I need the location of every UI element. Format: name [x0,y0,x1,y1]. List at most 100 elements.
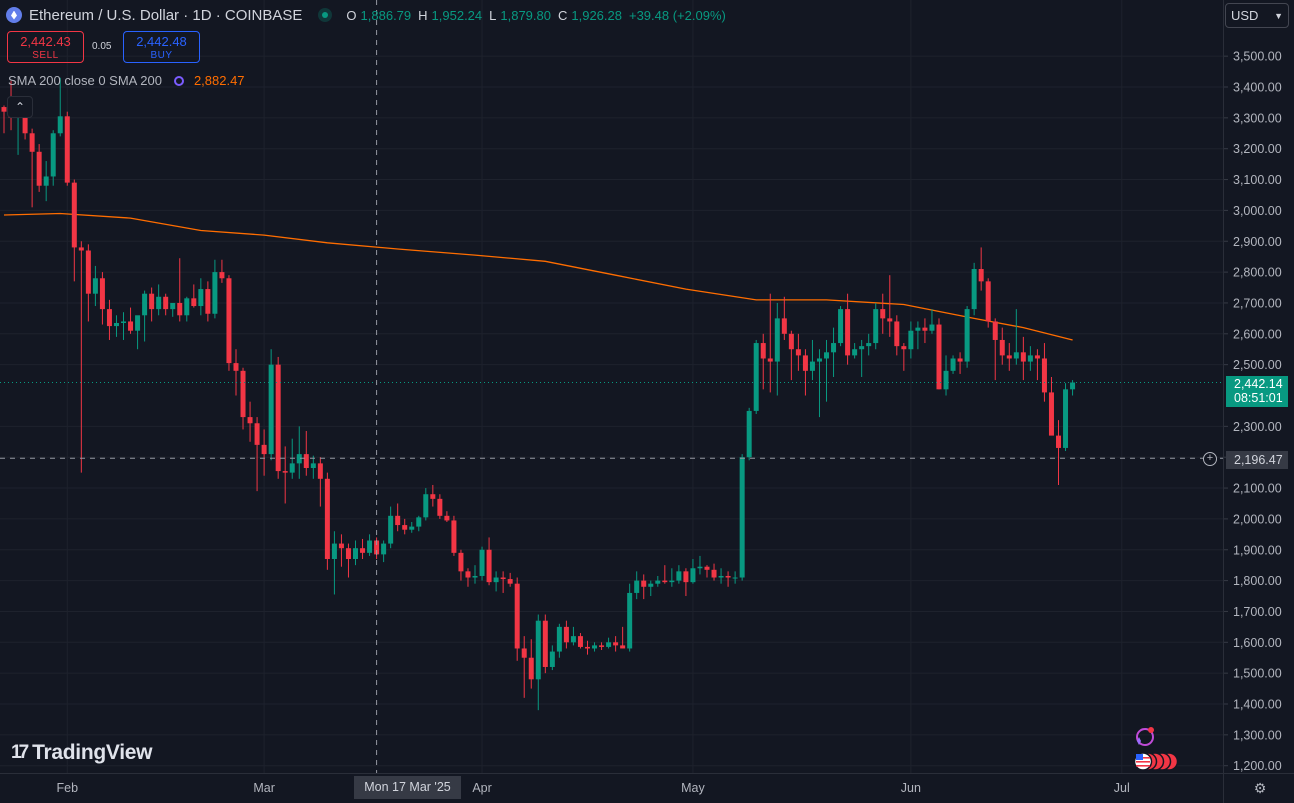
candle-body [71,182,77,248]
last-price-tag: 2,442.14 08:51:01 [1226,376,1288,407]
candle-body [627,592,633,649]
price-tick-label: 2,800.00 [1233,266,1282,280]
chevron-up-icon: ⌃ [14,100,26,114]
candle-body [838,309,844,344]
ohlc-open-key: O [346,7,357,23]
candle [788,330,794,381]
candle-body [802,355,808,371]
sma-indicator-legend[interactable]: SMA 200 close 0 SMA 200 2,882.47 [8,73,245,88]
collapse-legend-button[interactable]: ⌃ [7,96,33,118]
candle-body [402,525,408,530]
price-tick-label: 3,000.00 [1233,204,1282,218]
candle [697,555,703,575]
candle [78,241,84,473]
candle-body [570,636,576,643]
candle [620,626,626,649]
candle-body [57,116,63,134]
buy-button[interactable]: 2,442.48 BUY [123,31,200,63]
candle-body [1041,358,1047,393]
ohlc-open: 1,886.79 [360,7,412,23]
candle [570,626,576,646]
candle-body [472,575,478,578]
candle-body [198,289,204,307]
candle-body [106,309,112,327]
candle [135,315,141,350]
candle [901,343,907,371]
candle-body [873,309,879,344]
price-axis: 3,500.00 3,400.00 3,300.00 3,200.00 3,100.00… [1223,0,1282,803]
candle-body [219,272,225,279]
candle-body [781,318,787,334]
candle-body [936,324,942,390]
candle [774,302,780,396]
candle [781,296,787,340]
candle [880,293,886,334]
candle [957,352,963,374]
symbol-title[interactable]: Ethereum / U.S. Dollar · 1D · COINBASE [29,6,303,24]
candle [732,571,738,584]
candle-body [50,133,56,177]
candle [226,275,232,371]
market-status-icon[interactable] [318,8,333,22]
candle [725,571,731,587]
ohlc-change: +39.48 (+2.09%) [628,7,726,23]
candle [381,540,387,563]
sell-button[interactable]: 2,442.43 SELL [7,31,84,63]
candle [212,259,218,319]
candle-body [584,646,590,649]
sparkle-assistant-icon[interactable] [1131,726,1157,748]
crosshair-price-tag: 2,196.47 [1226,451,1288,469]
candle [521,636,527,698]
candle-body [514,583,520,649]
price-tick-label: 2,300.00 [1233,420,1282,434]
candle [711,563,717,581]
symbol-header[interactable]: Ethereum / U.S. Dollar · 1D · COINBASE O… [6,4,729,26]
candle-body [486,549,492,583]
tradingview-logo[interactable]: 17 TradingView [11,741,152,765]
price-tick-label: 3,400.00 [1233,81,1282,95]
settings-gear-icon[interactable]: ⚙ [1253,780,1267,796]
candle [360,538,366,560]
candle [1013,309,1019,365]
currency-select[interactable]: USD ▼ [1225,3,1289,28]
indicator-loading-icon [173,75,184,86]
candle [85,244,91,322]
time-axis: Feb Mar Apr May Jun Jul [0,773,1294,795]
ohlc-high: 1,952.24 [431,7,483,23]
candle [1020,336,1026,381]
sma-indicator-value: 2,882.47 [193,73,245,88]
candle-body [1006,355,1012,359]
candle-body [739,457,745,578]
candle [472,565,478,584]
candle-body [563,626,569,643]
candle [929,309,935,334]
candle-body [360,548,366,553]
us-flag-stack-icon[interactable] [1134,752,1178,771]
candle-body [1070,382,1076,390]
candle-body [599,645,605,647]
candle [71,179,77,282]
candle [423,488,429,521]
candle [500,571,506,593]
candle-body [985,281,991,322]
candle-body [978,269,984,282]
candle-body [816,358,822,362]
candles-layer [1,77,1076,711]
ethereum-logo-icon [6,7,22,23]
candle-body [507,579,513,584]
candle-body [226,278,232,364]
candle [395,503,401,532]
add-alert-plus-icon[interactable]: + [1203,452,1217,466]
candle-body [535,620,541,680]
candle-body [29,133,35,152]
candle [149,287,155,322]
ohlc-low: 1,879.80 [500,7,551,23]
candle-body [170,302,176,310]
candle-body [451,520,457,553]
currency-value: USD [1231,8,1259,23]
candle [704,565,710,578]
candle-body [901,346,907,350]
price-tick-label: 2,700.00 [1233,296,1282,310]
candle-body [205,289,211,314]
